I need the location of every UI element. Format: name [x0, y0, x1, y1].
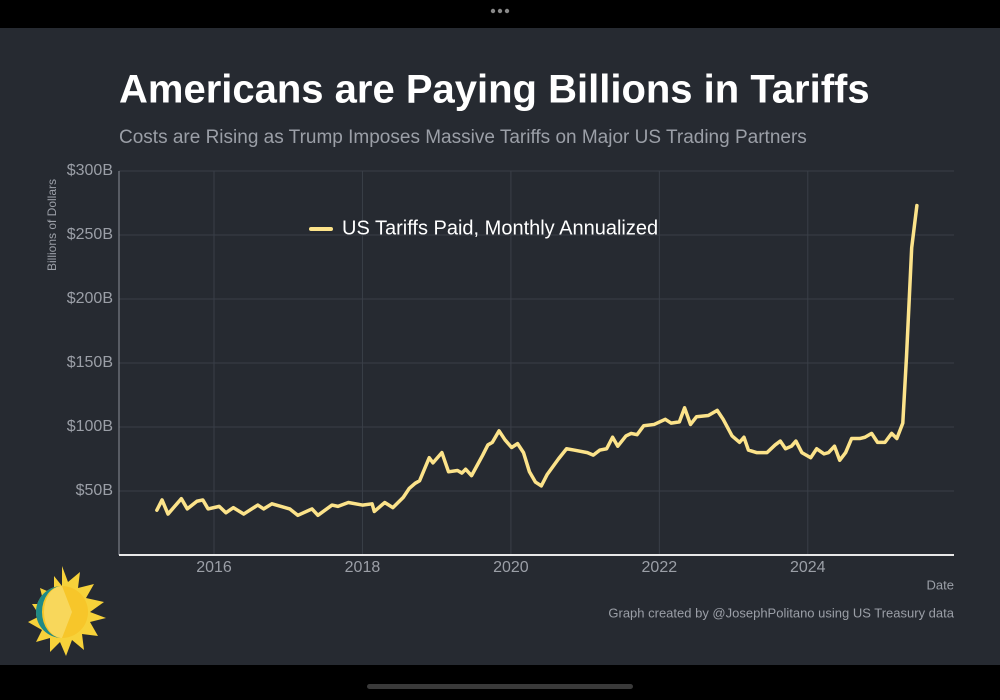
x-tick-label: 2018 [345, 559, 381, 576]
chart-subtitle: Costs are Rising as Trump Imposes Massiv… [119, 127, 807, 148]
x-tick-label: 2020 [493, 559, 529, 576]
y-tick-label: $100B [67, 418, 113, 435]
x-axis-label: Date [927, 577, 954, 592]
x-tick-label: 2016 [196, 559, 232, 576]
x-tick-label: 2024 [790, 559, 826, 576]
logo [28, 566, 106, 656]
chart-panel [0, 28, 1000, 665]
legend-label: US Tariffs Paid, Monthly Annualized [342, 217, 658, 239]
data-line [155, 203, 919, 518]
y-tick-label: $300B [67, 162, 113, 179]
y-tick-label: $200B [67, 290, 113, 307]
y-axis-label: Billions of Dollars [45, 179, 59, 271]
y-tick-label: $50B [76, 482, 113, 499]
y-tick-label: $150B [67, 354, 113, 371]
y-tick-label: $250B [67, 226, 113, 243]
home-indicator [367, 684, 633, 689]
menu-dots [490, 8, 510, 14]
source-note: Graph created by @JosephPolitano using U… [608, 605, 954, 620]
chart-title: Americans are Paying Billions in Tariffs [119, 68, 870, 112]
plot-area: $50B $100B $150B $200B $250B $300B 2016 2018 202… [67, 162, 954, 576]
x-tick-label: 2022 [642, 559, 678, 576]
